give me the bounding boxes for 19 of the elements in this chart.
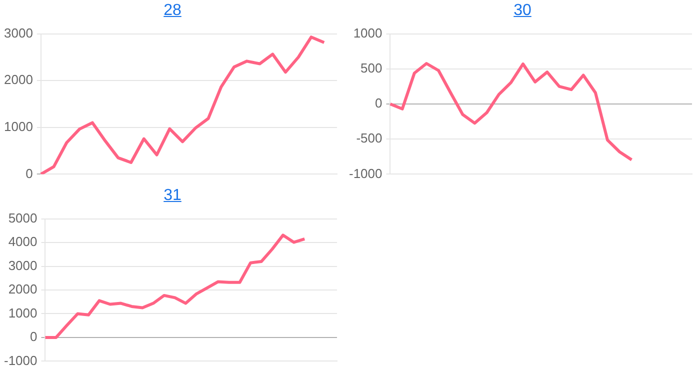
y-tick-label: 5000 [8,210,38,226]
y-tick-label: 4000 [8,234,38,250]
y-tick-label: -1000 [4,352,38,368]
y-tick-label: 3000 [4,25,33,40]
chart-title: 31 [162,187,182,205]
chart-title: 28 [162,2,182,20]
y-tick-label: -500 [356,130,382,146]
y-tick-label: 0 [30,329,38,344]
y-tick-label: 2000 [8,282,38,297]
y-tick-label: 3000 [8,258,38,273]
y-tick-label: 1000 [353,25,382,40]
chart-title: 30 [512,2,532,20]
y-tick-label: 1000 [8,305,38,320]
y-tick-label: 0 [375,96,382,111]
y-tick-label: 2000 [4,72,33,88]
y-tick-label: 0 [26,166,33,181]
y-tick-label: -1000 [349,166,382,181]
y-tick-label: 500 [360,60,382,76]
y-tick-label: 1000 [4,118,33,134]
